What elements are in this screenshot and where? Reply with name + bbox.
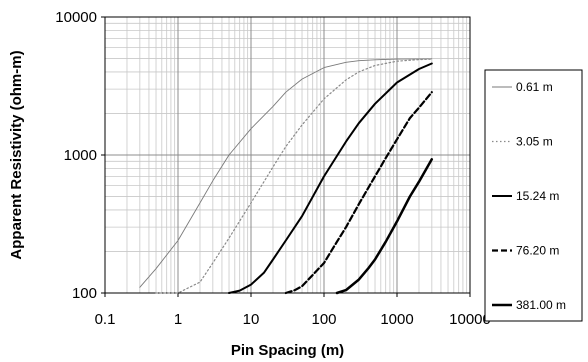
- x-tick-label: 100: [311, 311, 336, 328]
- y-tick-label: 1000: [64, 147, 97, 164]
- series-line-5: [335, 158, 434, 295]
- y-tick-label: 100: [72, 285, 97, 302]
- series-line-3: [228, 62, 433, 294]
- x-tick-label: 10000: [449, 311, 491, 328]
- series-line-2: [155, 58, 433, 294]
- x-axis-ticks: 0.1 1 10 100 1000 10000: [95, 293, 491, 328]
- legend-label-3: 15.24 m: [516, 189, 559, 203]
- series-line-1: [139, 58, 433, 288]
- legend-label-1: 0.61 m: [516, 80, 553, 94]
- x-tick-label: 1: [174, 311, 182, 328]
- y-axis-ticks: 100 1000 10000: [55, 9, 105, 302]
- legend-label-5: 381.00 m: [516, 298, 566, 312]
- y-tick-label: 10000: [55, 9, 97, 26]
- x-tick-label: 1000: [380, 311, 413, 328]
- x-tick-label: 0.1: [95, 311, 116, 328]
- major-grid: [105, 17, 470, 293]
- x-axis-title: Pin Spacing (m): [231, 342, 344, 359]
- series-layer: [139, 58, 434, 295]
- legend: 0.61 m 3.05 m 15.24 m 76.20 m 381.00 m: [484, 69, 583, 322]
- legend-label-4: 76.20 m: [516, 244, 559, 258]
- legend-label-2: 3.05 m: [516, 135, 553, 149]
- y-axis-title: Apparent Resistivity (ohm-m): [8, 50, 25, 259]
- series-line-4: [284, 91, 433, 295]
- x-tick-label: 10: [243, 311, 260, 328]
